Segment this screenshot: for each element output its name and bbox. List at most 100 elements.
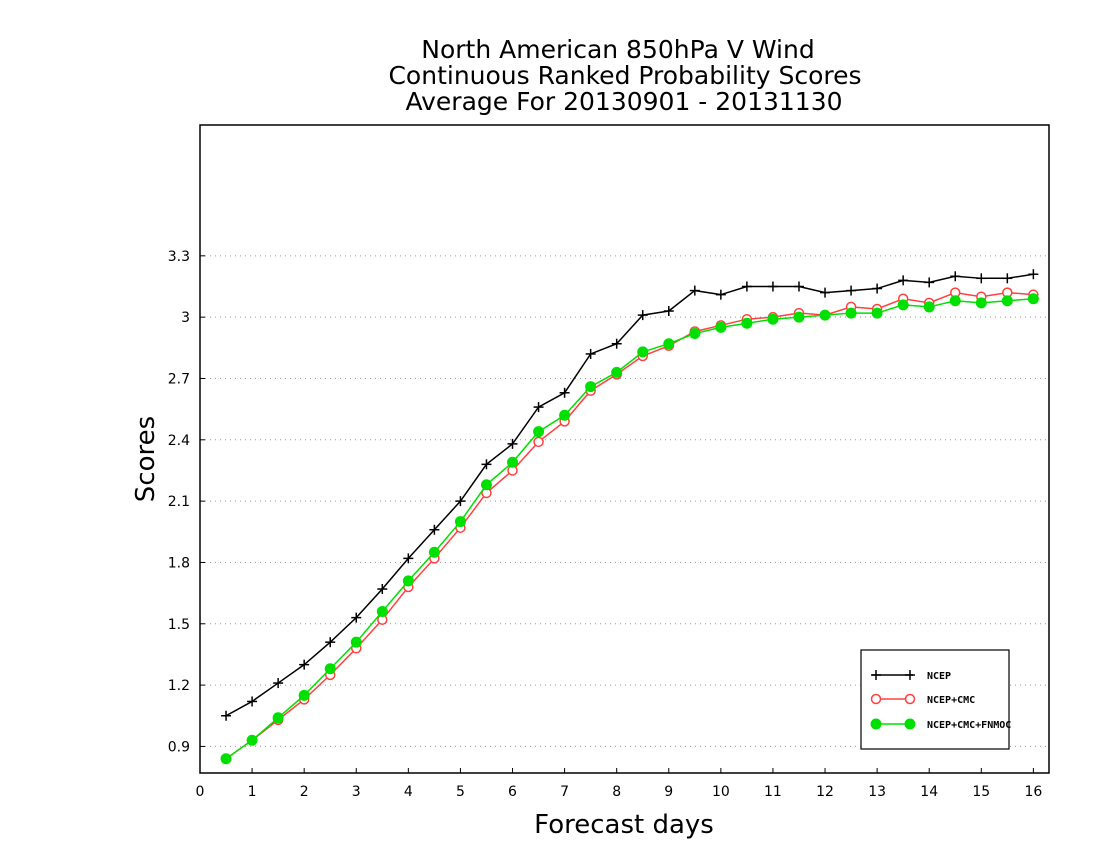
data-point [904, 718, 916, 730]
data-point [820, 287, 831, 298]
chart-title: North American 850hPa V Wind Continuous … [388, 35, 861, 116]
x-tick-label: 0 [196, 784, 205, 800]
data-point [533, 436, 544, 448]
data-point [533, 426, 545, 438]
data-point [298, 689, 310, 701]
x-tick-label: 1 [248, 784, 257, 800]
x-tick-label: 16 [1024, 784, 1042, 800]
data-point [403, 553, 414, 564]
x-tick-label: 4 [404, 784, 413, 800]
x-tick-label: 12 [816, 784, 834, 800]
x-tick-label: 7 [560, 784, 569, 800]
data-point [507, 456, 519, 468]
data-point [1002, 273, 1013, 284]
data-point [793, 311, 805, 323]
data-point [871, 307, 883, 319]
series-layer [220, 269, 1039, 765]
y-tick-label: 1.8 [168, 555, 190, 571]
data-point [845, 307, 857, 319]
data-point [533, 402, 544, 413]
plot-frame [199, 124, 1050, 774]
data-point [637, 310, 648, 321]
x-tick-label: 14 [920, 784, 938, 800]
x-tick-label: 6 [508, 784, 517, 800]
data-point [247, 696, 258, 707]
data-point [221, 710, 232, 721]
data-point [689, 328, 701, 340]
data-point [870, 693, 882, 705]
data-point [429, 524, 440, 535]
data-point [715, 289, 726, 300]
data-point [1027, 293, 1039, 305]
data-point [273, 678, 284, 689]
data-point [559, 387, 570, 398]
data-point [454, 516, 466, 528]
data-point [663, 338, 675, 350]
title-line-2: Continuous Ranked Probability Scores [388, 61, 861, 90]
y-tick-label: 1.5 [168, 617, 190, 633]
data-point [846, 285, 857, 296]
y-tick-label: 0.9 [168, 739, 190, 755]
data-point [904, 693, 916, 705]
data-point [585, 348, 596, 359]
data-point [1001, 295, 1013, 307]
data-point [481, 459, 492, 470]
data-point [324, 663, 336, 675]
title-line-1: North American 850hPa V Wind [421, 35, 814, 64]
data-point [898, 275, 909, 286]
y-axis-label: Scores [131, 416, 161, 502]
series-line [225, 273, 1034, 717]
data-point [897, 299, 909, 311]
data-point [377, 584, 388, 595]
y-tick-label: 3.3 [168, 249, 190, 265]
data-point [351, 612, 362, 623]
legend: NCEP NCEP+CMC NCEP+CMC+FNMOC [860, 649, 1011, 750]
data-point [689, 285, 700, 296]
x-tick-label: 15 [972, 784, 990, 800]
data-point [949, 295, 961, 307]
x-tick-label: 5 [456, 784, 465, 800]
data-point [975, 297, 987, 309]
data-point [905, 670, 915, 680]
x-tick-label: 8 [612, 784, 621, 800]
legend-entry: NCEP [871, 670, 951, 682]
data-point [246, 734, 258, 746]
data-point [976, 273, 987, 284]
y-tick-label: 2.1 [168, 494, 190, 510]
x-tick-label: 9 [664, 784, 673, 800]
data-point [767, 313, 779, 325]
data-point [1028, 269, 1039, 280]
data-point [819, 309, 831, 321]
data-point [871, 670, 881, 680]
data-point [455, 496, 466, 507]
series-ncep [221, 269, 1039, 721]
y-tick-label: 1.2 [168, 678, 190, 694]
data-point [299, 659, 310, 670]
legend-entry: NCEP+CMC [870, 693, 975, 706]
y-tick-label: 3 [181, 310, 190, 326]
legend-label: NCEP+CMC+FNMOC [927, 720, 1011, 731]
data-point [585, 381, 597, 393]
data-point [559, 409, 571, 421]
legend-label: NCEP+CMC [927, 695, 975, 706]
title-line-3: Average For 20130901 - 20131130 [405, 87, 842, 116]
x-axis-label: Forecast days [534, 810, 714, 840]
data-point [376, 606, 388, 618]
data-point [350, 636, 362, 648]
data-point [872, 283, 883, 294]
series-ncep-cmc-fnmoc [220, 293, 1039, 765]
data-point [870, 718, 882, 730]
data-point [924, 277, 935, 288]
data-point [637, 346, 649, 358]
data-point [950, 271, 961, 282]
data-point [325, 637, 336, 648]
data-point [272, 712, 284, 724]
data-point [507, 438, 518, 449]
data-point [741, 281, 752, 292]
y-axis-ticks: 0.9 1.2 1.5 1.8 2.1 2.4 2.7 3 3.3 [168, 249, 205, 755]
data-point [793, 281, 804, 292]
y-tick-label: 2.4 [168, 433, 190, 449]
data-point [767, 281, 778, 292]
data-point [741, 317, 753, 329]
